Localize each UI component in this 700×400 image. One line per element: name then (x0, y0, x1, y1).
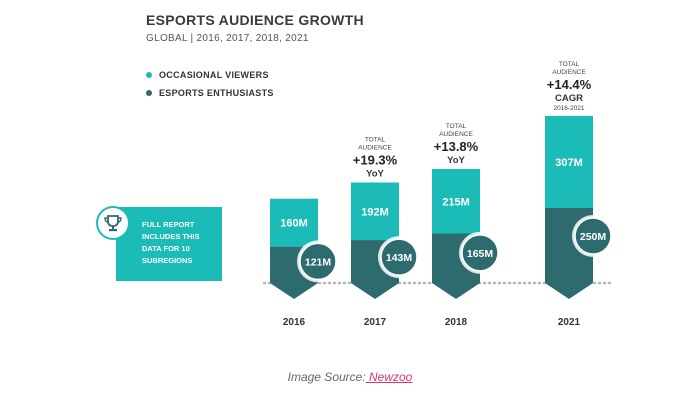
legend-label-enthusiasts: ESPORTS ENTHUSIASTS (159, 88, 274, 98)
bar-pointer (351, 283, 399, 299)
growth-annotation-text: TOTAL (446, 123, 467, 130)
year-label: 2016 (283, 317, 306, 328)
value-circle (299, 242, 337, 281)
chart-subtitle: GLOBAL | 2016, 2017, 2018, 2021 (146, 33, 309, 44)
bar-occasional (545, 115, 593, 208)
value-circle (574, 217, 612, 255)
callout-line: INCLUDES THIS (142, 232, 200, 241)
callout-line: FULL REPORT (142, 220, 195, 229)
growth-annotation-text: AUDIENCE (552, 69, 586, 76)
legend-item-enthusiasts: ESPORTS ENTHUSIASTS (146, 84, 274, 102)
value-label-occasional: 307M (555, 157, 583, 169)
legend-label-occasional: OCCASIONAL VIEWERS (159, 70, 269, 80)
source-link[interactable]: Newzoo (365, 370, 413, 384)
growth-annotation-text: 2016-2021 (553, 105, 584, 112)
source-prefix: Image Source: (287, 370, 366, 384)
trophy-icon (96, 206, 130, 240)
legend-dot-enthusiasts (146, 90, 152, 96)
callout-line: SUBREGIONS (142, 256, 193, 265)
bar-pointer (432, 283, 480, 299)
callout-text: FULL REPORT INCLUDES THIS DATA FOR 10 SU… (142, 219, 218, 267)
value-label-occasional: 160M (280, 218, 308, 230)
year-label: 2018 (445, 317, 468, 328)
chart-plot: 160M121M2016192M143M2017YoY+19.3%AUDIENC… (262, 61, 614, 328)
growth-annotation-text: AUDIENCE (439, 131, 473, 138)
bar-occasional (270, 198, 318, 247)
bar-occasional (432, 169, 480, 234)
legend: OCCASIONAL VIEWERS ESPORTS ENTHUSIASTS (146, 66, 274, 102)
value-label-enthusiasts: 250M (580, 231, 607, 243)
value-label-enthusiasts: 121M (305, 256, 332, 268)
growth-annotation-text: YoY (447, 155, 465, 166)
growth-annotation-text: AUDIENCE (358, 145, 392, 152)
legend-dot-occasional (146, 72, 152, 78)
value-circle (380, 238, 418, 276)
value-label-enthusiasts: 165M (467, 248, 494, 260)
growth-annotation-text: +13.8% (434, 139, 479, 154)
growth-annotation-text: +19.3% (353, 153, 398, 168)
bar-occasional (351, 182, 399, 241)
chart-title: ESPORTS AUDIENCE GROWTH (146, 12, 364, 28)
bar-pointer (545, 283, 593, 299)
value-label-occasional: 215M (442, 196, 470, 208)
legend-item-occasional: OCCASIONAL VIEWERS (146, 66, 274, 84)
growth-annotation-text: TOTAL (559, 61, 580, 68)
bar-pointer (270, 283, 318, 299)
growth-annotation-text: TOTAL (365, 137, 386, 144)
image-source: Image Source: Newzoo (0, 370, 700, 384)
trophy-icon-graphic (104, 215, 122, 232)
year-label: 2017 (364, 317, 387, 328)
growth-annotation-text: CAGR (555, 93, 583, 104)
value-circle (461, 234, 499, 272)
value-label-enthusiasts: 143M (386, 252, 413, 264)
infographic-card: ESPORTS AUDIENCE GROWTH GLOBAL | 2016, 2… (96, 12, 614, 328)
growth-annotation-text: YoY (366, 169, 384, 180)
value-label-occasional: 192M (361, 206, 389, 218)
callout-line: DATA FOR 10 (142, 244, 190, 253)
report-callout: FULL REPORT INCLUDES THIS DATA FOR 10 SU… (116, 207, 222, 281)
growth-annotation-text: +14.4% (547, 77, 592, 92)
year-label: 2021 (558, 317, 581, 328)
